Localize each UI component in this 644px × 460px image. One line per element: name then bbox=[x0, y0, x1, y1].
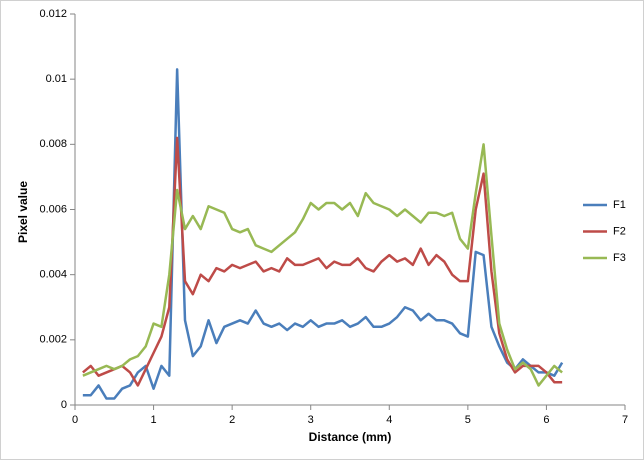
legend-label: F3 bbox=[613, 252, 626, 264]
legend-label: F1 bbox=[613, 199, 626, 211]
x-tick-label: 1 bbox=[151, 414, 157, 426]
y-axis-title: Pixel value bbox=[16, 181, 30, 243]
y-tick-label: 0 bbox=[61, 399, 67, 411]
x-axis-title: Distance (mm) bbox=[309, 430, 392, 444]
x-tick-label: 3 bbox=[308, 414, 314, 426]
series-line bbox=[82, 143, 563, 387]
x-tick-label: 0 bbox=[72, 414, 78, 426]
y-tick-label: 0.012 bbox=[39, 8, 67, 20]
x-tick-label: 5 bbox=[465, 414, 471, 426]
y-tick-label: 0.006 bbox=[39, 203, 67, 215]
y-tick-label: 0.01 bbox=[46, 73, 67, 85]
x-tick-label: 6 bbox=[543, 414, 549, 426]
series-line bbox=[82, 136, 563, 387]
x-tick-label: 2 bbox=[229, 414, 235, 426]
y-tick-label: 0.002 bbox=[39, 334, 67, 346]
y-tick-label: 0.008 bbox=[39, 138, 67, 150]
y-tick-label: 0.004 bbox=[39, 269, 67, 281]
legend-label: F2 bbox=[613, 225, 626, 237]
x-tick-label: 4 bbox=[386, 414, 392, 426]
x-tick-label: 7 bbox=[622, 414, 628, 426]
series-line bbox=[82, 68, 564, 400]
